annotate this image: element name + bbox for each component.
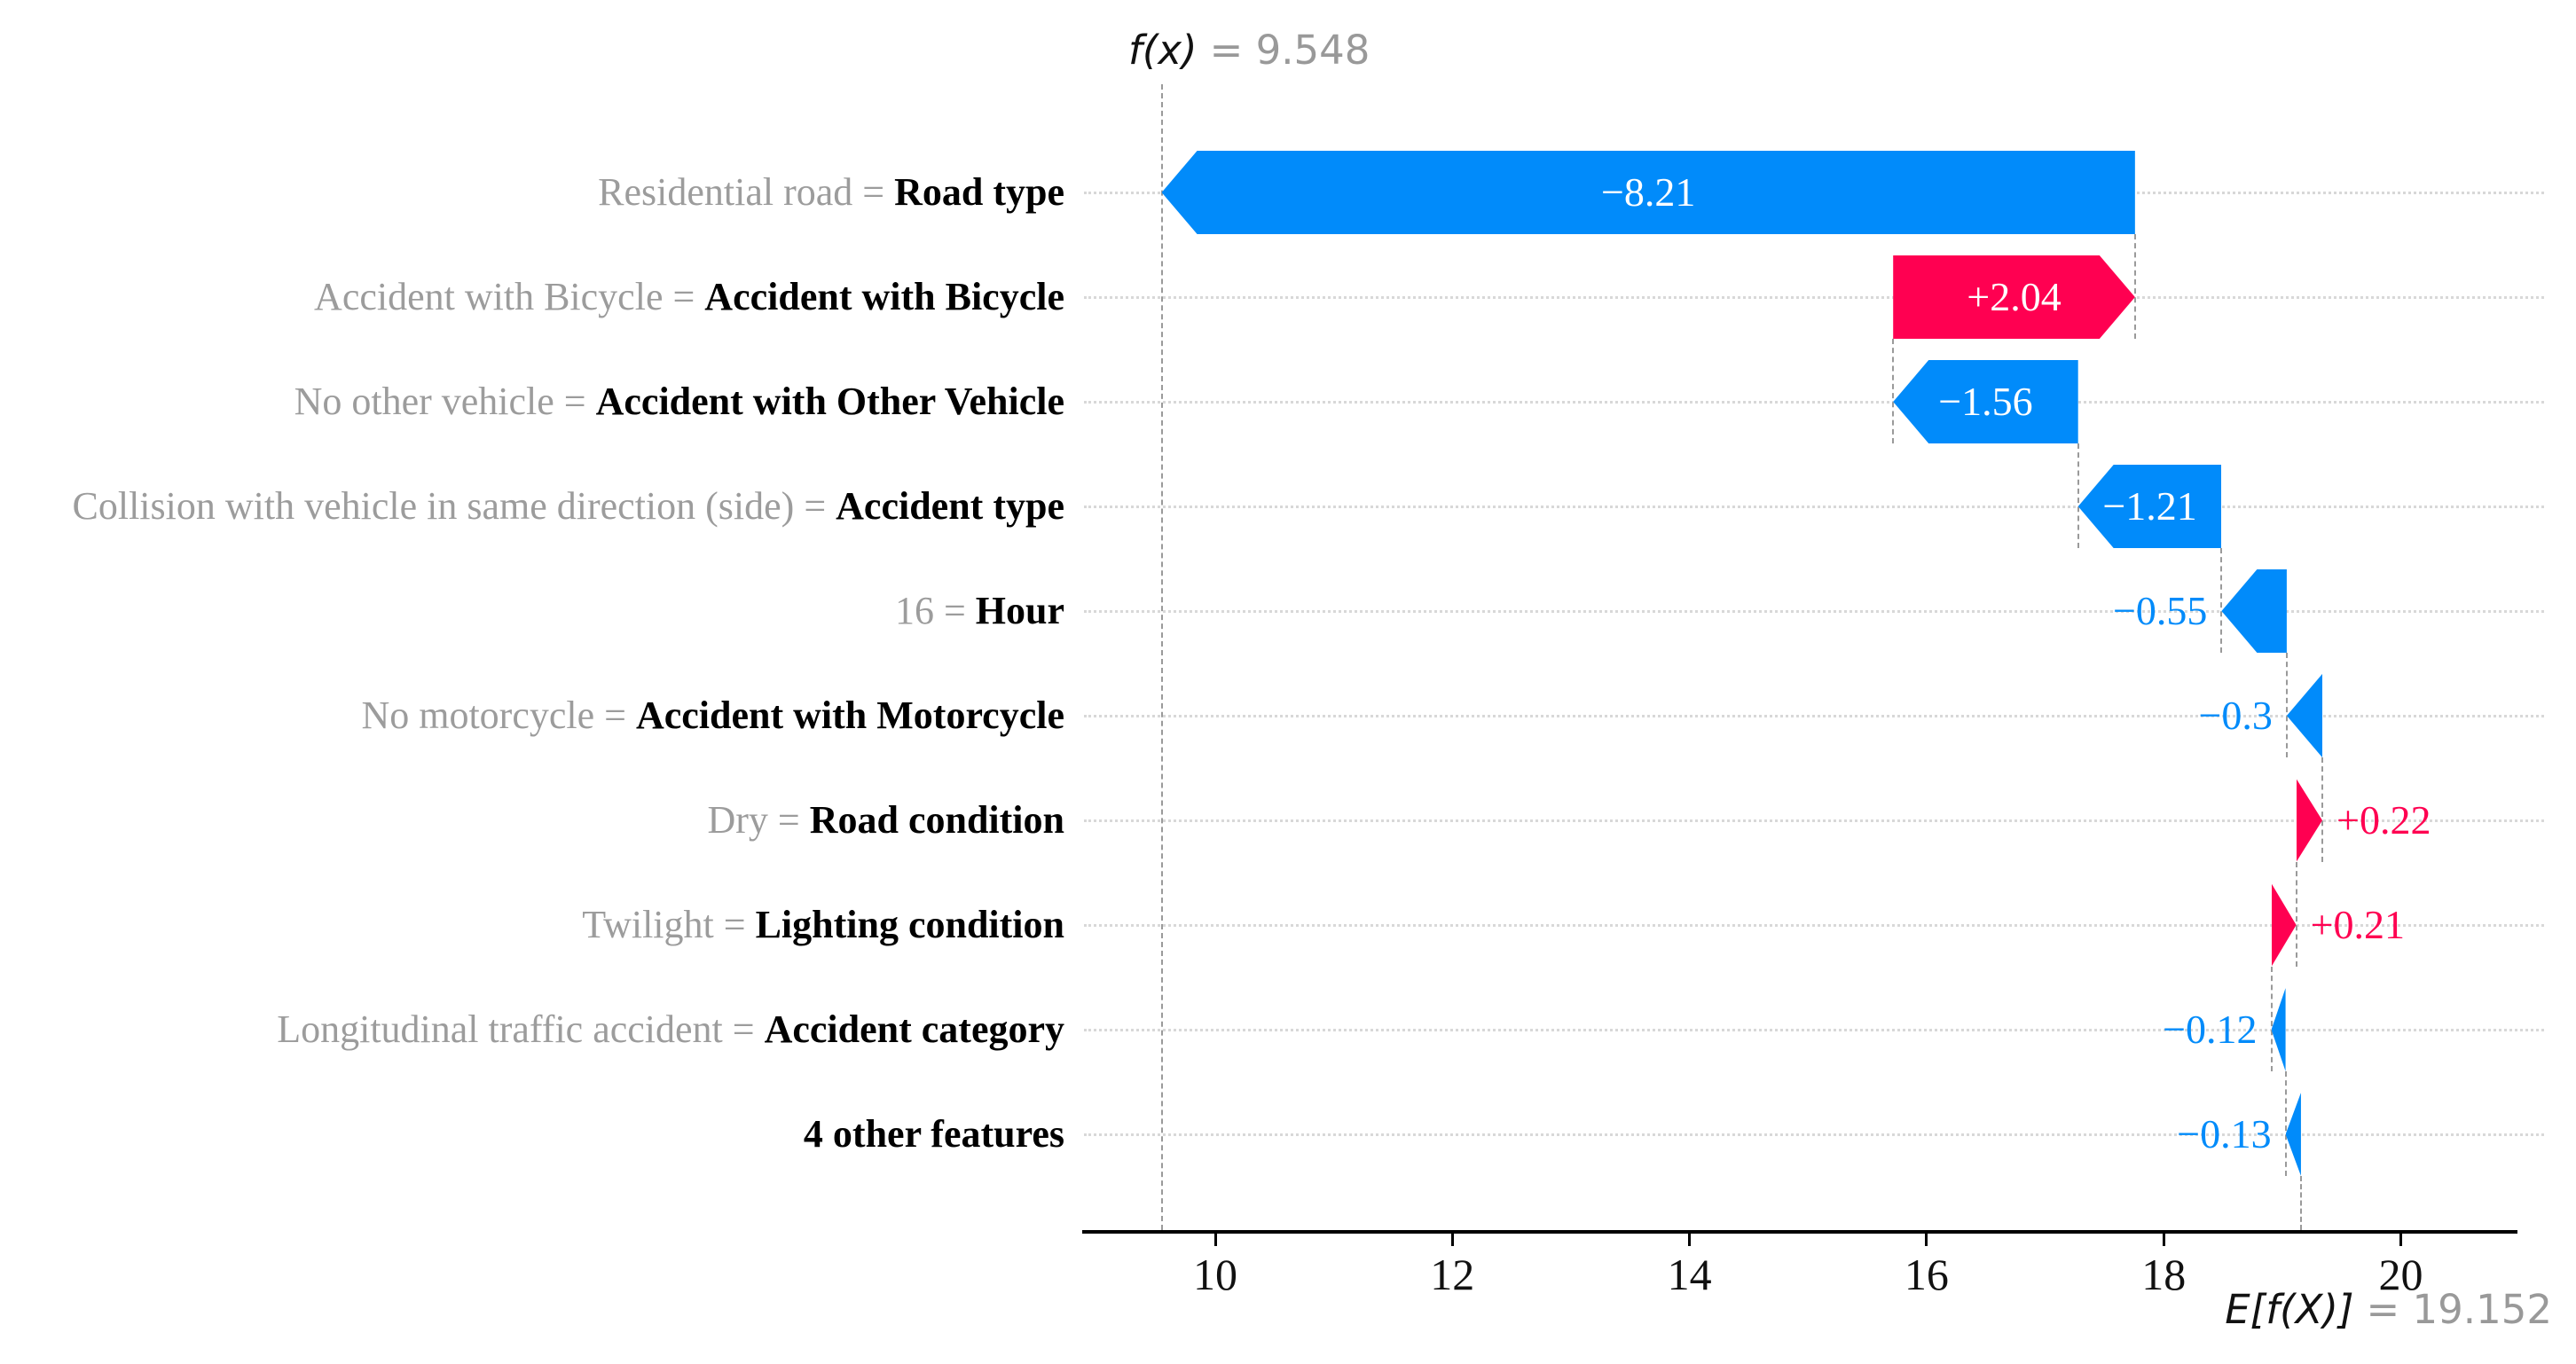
gridline bbox=[1084, 924, 2544, 927]
feature-name: Accident with Bicycle bbox=[704, 275, 1064, 318]
connector-line bbox=[2270, 967, 2273, 1071]
row-label: Longitudinal traffic accident = Accident… bbox=[0, 988, 1064, 1071]
feature-name: Accident with Motorcycle bbox=[635, 694, 1064, 737]
feature-value-gray: Residential road = bbox=[598, 170, 895, 214]
gridline bbox=[1084, 296, 2544, 299]
row-label: No motorcycle = Accident with Motorcycle bbox=[0, 674, 1064, 757]
waterfall-bar-negative bbox=[2286, 674, 2323, 757]
waterfall-bar-positive bbox=[2272, 883, 2297, 967]
bar-value-label: +2.04 bbox=[1967, 274, 2062, 319]
x-tick bbox=[1688, 1234, 1692, 1246]
connector-line bbox=[2133, 234, 2136, 339]
fx-label: f(x) bbox=[1128, 27, 1198, 74]
feature-value-gray: Longitudinal traffic accident = bbox=[277, 1007, 765, 1051]
feature-name: Road condition bbox=[809, 798, 1064, 842]
bar-value-label: +0.22 bbox=[2336, 797, 2431, 843]
row-label: Dry = Road condition bbox=[0, 779, 1064, 862]
x-tick bbox=[2399, 1234, 2402, 1246]
connector-line bbox=[2077, 443, 2079, 548]
expected-value-number: = 19.152 bbox=[2366, 1286, 2552, 1333]
gridline bbox=[1084, 610, 2544, 613]
bar-value-label: +0.21 bbox=[2310, 902, 2406, 947]
bar-value-label: −0.13 bbox=[2177, 1111, 2272, 1156]
bar-value-label: −8.21 bbox=[1600, 169, 1696, 215]
waterfall-bar-negative bbox=[2077, 465, 2222, 548]
connector-line bbox=[2299, 1176, 2302, 1230]
x-tick-label: 12 bbox=[1430, 1250, 1475, 1299]
expected-value-annotation: E[f(X)] = 19.152 bbox=[2225, 1286, 2552, 1333]
bar-value-label: −0.3 bbox=[2198, 693, 2273, 738]
feature-name: Accident category bbox=[764, 1007, 1064, 1051]
bar-value-label: −0.12 bbox=[2163, 1007, 2258, 1052]
x-tick bbox=[1925, 1234, 1928, 1246]
connector-line bbox=[2285, 653, 2288, 757]
gridline bbox=[1084, 1133, 2544, 1136]
connector-line bbox=[2321, 757, 2324, 862]
connector-line bbox=[1892, 339, 1895, 443]
gridline bbox=[1084, 401, 2544, 404]
waterfall-bar-negative bbox=[2271, 988, 2286, 1071]
fx-annotation: f(x) = 9.548 bbox=[1128, 27, 1370, 74]
gridline bbox=[1084, 819, 2544, 822]
waterfall-bar-positive bbox=[1893, 255, 2135, 339]
feature-value-gray: Dry = bbox=[707, 798, 810, 842]
feature-name: Lighting condition bbox=[755, 903, 1064, 946]
feature-name: Hour bbox=[975, 589, 1064, 632]
waterfall-bar-negative bbox=[1893, 360, 2078, 443]
x-tick-label: 18 bbox=[2141, 1250, 2187, 1299]
gridline bbox=[1084, 715, 2544, 717]
x-tick bbox=[2162, 1234, 2165, 1246]
x-axis bbox=[1082, 1230, 2517, 1234]
row-label: Accident with Bicycle = Accident with Bi… bbox=[0, 255, 1064, 339]
row-label: 4 other features bbox=[0, 1093, 1064, 1176]
gridline bbox=[1084, 1029, 2544, 1031]
feature-value-gray: Accident with Bicycle = bbox=[314, 275, 705, 318]
waterfall-bar-positive bbox=[2297, 779, 2322, 862]
row-label: Collision with vehicle in same direction… bbox=[0, 465, 1065, 548]
feature-value-gray: No motorcycle = bbox=[361, 694, 636, 737]
fx-dashed-line bbox=[1160, 84, 1163, 1230]
row-label: 16 = Hour bbox=[0, 569, 1064, 653]
waterfall-bar-negative bbox=[2221, 569, 2287, 653]
fx-value: = 9.548 bbox=[1209, 27, 1370, 74]
row-label: Twilight = Lighting condition bbox=[0, 883, 1064, 967]
x-tick-label: 14 bbox=[1667, 1250, 1712, 1299]
bar-value-label: −1.21 bbox=[2102, 483, 2197, 529]
connector-line bbox=[2220, 548, 2223, 653]
x-tick-label: 10 bbox=[1193, 1250, 1237, 1299]
feature-name: Accident with Other Vehicle bbox=[595, 380, 1064, 423]
x-tick-label: 16 bbox=[1904, 1250, 1949, 1299]
waterfall-bar-negative bbox=[1161, 151, 2135, 234]
feature-value-gray: Twilight = bbox=[582, 903, 756, 946]
feature-value-gray: No other vehicle = bbox=[294, 380, 596, 423]
x-tick-label: 20 bbox=[2378, 1250, 2423, 1299]
expected-value-label: E[f(X)] bbox=[2225, 1286, 2354, 1333]
connector-line bbox=[2284, 1071, 2287, 1176]
connector-line bbox=[2295, 862, 2297, 967]
row-label: Residential road = Road type bbox=[0, 151, 1064, 234]
gridline bbox=[1084, 506, 2544, 508]
feature-value-gray: Collision with vehicle in same direction… bbox=[72, 484, 836, 528]
feature-name: 4 other features bbox=[803, 1112, 1064, 1156]
feature-value-gray: 16 = bbox=[894, 589, 976, 632]
x-tick bbox=[1213, 1234, 1217, 1246]
feature-name: Road type bbox=[894, 170, 1064, 214]
row-label: No other vehicle = Accident with Other V… bbox=[0, 360, 1064, 443]
waterfall-bar-negative bbox=[2285, 1093, 2301, 1176]
bar-value-label: −0.55 bbox=[2112, 588, 2208, 633]
x-tick bbox=[1450, 1234, 1454, 1246]
feature-name: Accident type bbox=[836, 484, 1064, 528]
bar-value-label: −1.56 bbox=[1938, 379, 2033, 424]
